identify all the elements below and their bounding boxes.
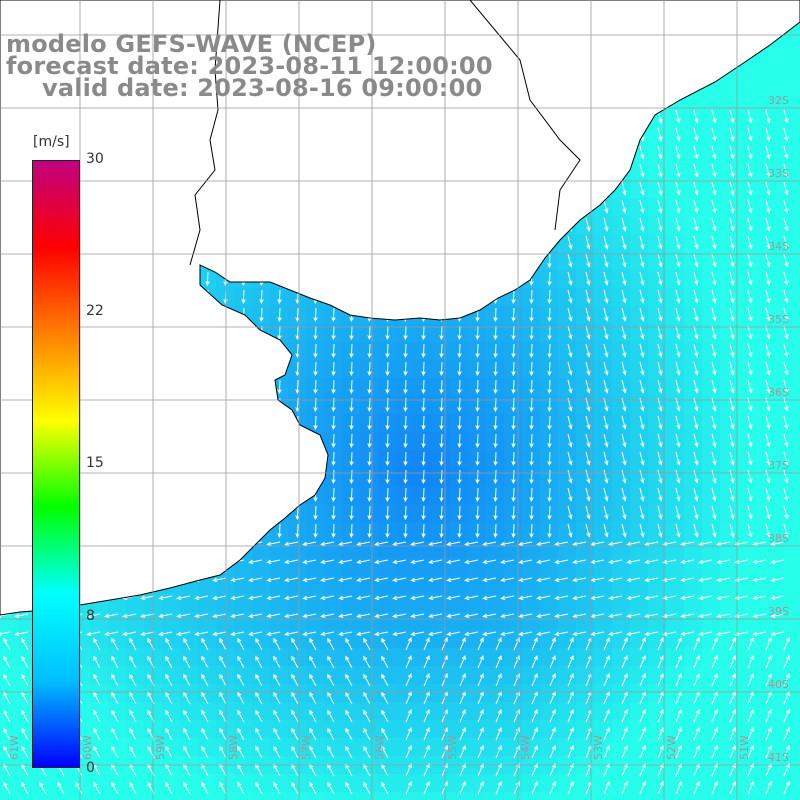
land-mask [0, 0, 800, 616]
colorbar-tick-30: 30 [86, 151, 104, 167]
lon-label: 57W [300, 735, 313, 760]
lon-label: 56W [373, 735, 386, 760]
colorbar-tick-15: 15 [86, 455, 104, 471]
lat-label: 41S [768, 751, 789, 764]
lon-label: 55W [446, 735, 459, 760]
lon-label: 52W [665, 735, 678, 760]
forecast-date: forecast date: 2023-08-11 12:00:00 [6, 52, 493, 80]
lat-label: 33S [768, 167, 789, 180]
lat-label: 37S [768, 459, 789, 472]
lon-label: 61W [8, 735, 21, 760]
lat-label: 38S [768, 532, 789, 545]
lon-label: 53W [592, 735, 605, 760]
lat-label: 35S [768, 313, 789, 326]
lon-label: 60W [81, 735, 94, 760]
colorbar-unit: [m/s] [33, 134, 70, 150]
lon-label: 58W [227, 735, 240, 760]
lat-label: 34S [768, 240, 789, 253]
valid-date: valid date: 2023-08-16 09:00:00 [42, 74, 483, 102]
lon-label: 51W [738, 735, 751, 760]
colorbar [32, 160, 80, 768]
map-title: modelo GEFS-WAVE (NCEP) [6, 30, 377, 58]
colorbar-tick-8: 8 [86, 608, 95, 624]
colorbar-tick-0: 0 [86, 760, 95, 776]
lon-label: 59W [154, 735, 167, 760]
lat-label: 40S [768, 678, 789, 691]
lat-label: 32S [768, 94, 789, 107]
lat-label: 39S [768, 605, 789, 618]
colorbar-tick-22: 22 [86, 303, 104, 319]
lon-label: 54W [519, 735, 532, 760]
graticule-labels: 32S 33S 34S 35S 36S 37S 38S 39S 40S 41S 61W 60W 59W 5… [8, 94, 789, 764]
lat-label: 36S [768, 386, 789, 399]
